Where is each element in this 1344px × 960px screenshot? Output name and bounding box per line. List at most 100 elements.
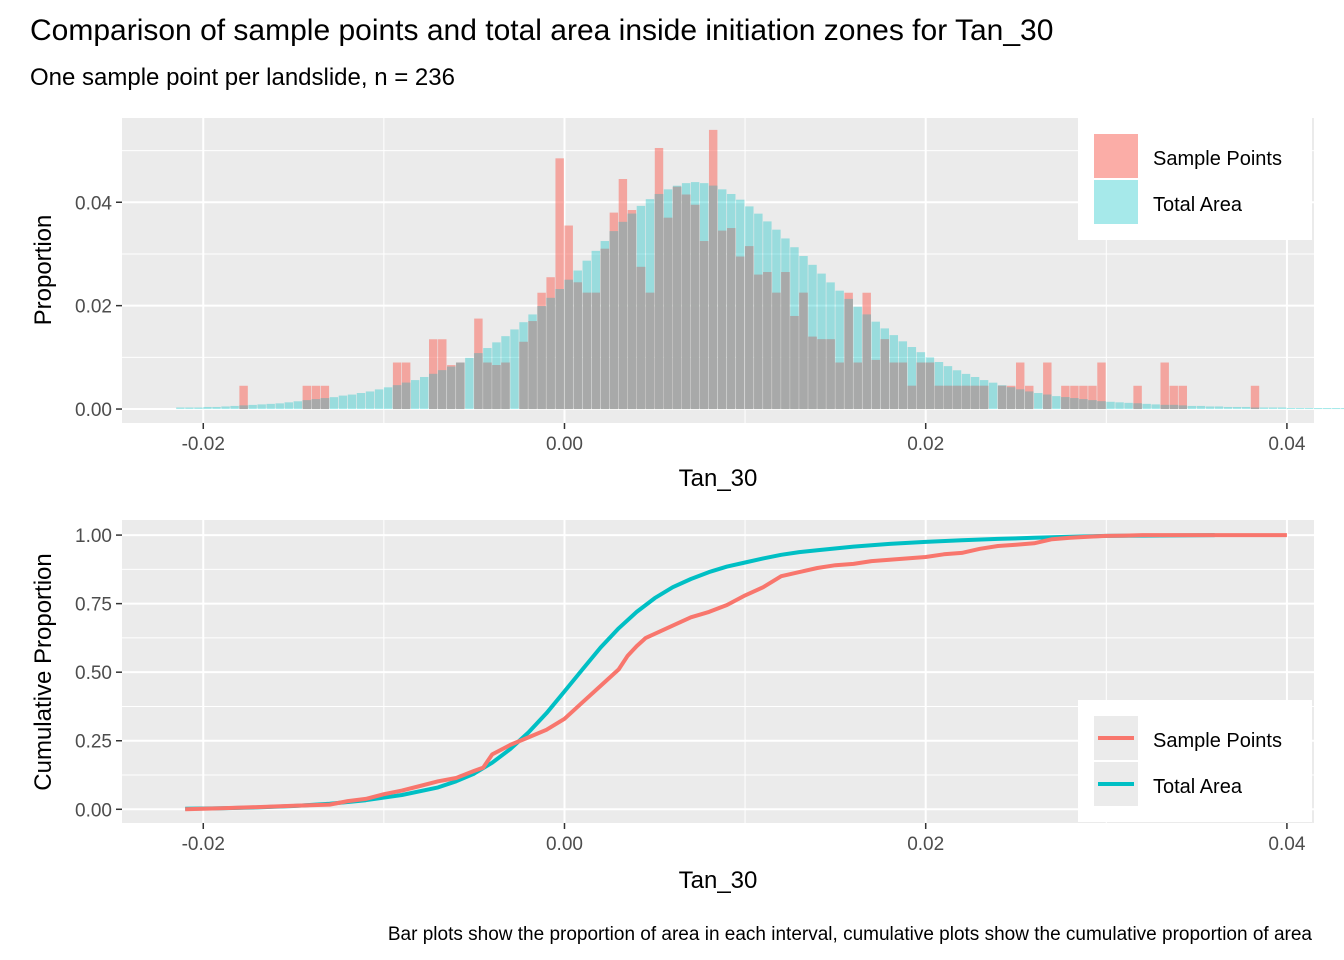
- bar-total-area: [293, 401, 303, 410]
- chart-subtitle: One sample point per landslide, n = 236: [30, 64, 455, 91]
- bar-overlap: [817, 339, 826, 410]
- bar-total-area: [356, 393, 366, 410]
- y-tick-label: 0.50: [75, 663, 112, 684]
- y-tick-label: 0.04: [75, 193, 112, 214]
- histogram-x-axis-title: Tan_30: [679, 465, 758, 492]
- bar-sample-points: [555, 158, 564, 410]
- bar-sample-points: [1070, 385, 1079, 410]
- bar-total-area: [1268, 407, 1278, 410]
- cumulative-y-axis-title: Cumulative Proportion: [30, 553, 57, 790]
- bar-overlap: [438, 370, 447, 410]
- bar-total-area: [1323, 408, 1332, 410]
- bar-overlap: [934, 385, 944, 410]
- bar-total-area: [1214, 406, 1224, 410]
- bar-total-area: [934, 362, 944, 410]
- bar-total-area: [1332, 408, 1341, 410]
- bar-total-area: [284, 402, 293, 410]
- bar-sample-points: [302, 385, 312, 410]
- bar-overlap: [546, 297, 555, 410]
- bar-overlap: [718, 230, 727, 410]
- bar-total-area: [510, 329, 519, 410]
- bar-overlap: [970, 385, 980, 410]
- bar-overlap: [1043, 394, 1052, 410]
- bar-total-area: [1277, 407, 1287, 410]
- bar-sample-points: [1097, 362, 1106, 410]
- bar-sample-points: [1016, 362, 1025, 410]
- bar-overlap: [447, 366, 456, 410]
- y-tick-label: 0.25: [75, 732, 112, 753]
- legend-label-sample-points: Sample Points: [1153, 148, 1282, 170]
- bar-total-area: [465, 357, 474, 410]
- legend-label-total-area: Total Area: [1153, 194, 1243, 216]
- bar-overlap: [997, 385, 1007, 410]
- bar-overlap: [1250, 407, 1260, 410]
- bar-overlap: [600, 248, 610, 410]
- bar-overlap: [636, 266, 646, 410]
- bar-overlap: [754, 274, 763, 410]
- x-tick-label: 0.02: [907, 434, 944, 455]
- histogram-panel: -0.02 0.00 0.02 0.04 0.00 0.02 0.04 Tan_30 Pro…: [30, 118, 1344, 492]
- bar-total-area: [988, 382, 998, 410]
- bar-overlap: [591, 292, 601, 410]
- bar-overlap: [889, 362, 899, 410]
- bar-overlap: [456, 362, 465, 410]
- bar-overlap: [1169, 404, 1178, 410]
- legend-key-sample-points: [1094, 134, 1138, 178]
- cumulative-legend: Sample Points Total Area: [1078, 700, 1312, 822]
- bar-overlap: [392, 385, 402, 410]
- bar-total-area: [257, 404, 266, 410]
- bar-overlap: [429, 373, 438, 410]
- legend-label-sample-points-2: Sample Points: [1153, 730, 1282, 752]
- bar-overlap: [537, 306, 546, 410]
- bar-overlap: [835, 362, 844, 410]
- cumulative-lines: [185, 533, 1287, 812]
- bar-overlap: [1088, 400, 1097, 410]
- bar-overlap: [681, 194, 691, 410]
- y-tick-label: 0.75: [75, 595, 112, 616]
- bar-overlap: [736, 256, 745, 410]
- bar-overlap: [474, 353, 483, 410]
- bar-total-area: [410, 380, 420, 410]
- bar-overlap: [618, 221, 628, 410]
- bar-overlap: [708, 185, 718, 410]
- histogram-y-axis-title: Proportion: [30, 215, 57, 326]
- legend-key-total-area: [1094, 180, 1138, 224]
- chart-title: Comparison of sample points and total ar…: [30, 14, 1053, 47]
- bar-total-area: [1151, 404, 1160, 410]
- bar-overlap: [654, 193, 664, 410]
- bar-sample-points: [1133, 385, 1142, 410]
- bar-overlap: [582, 292, 591, 410]
- bar-sample-points: [239, 385, 248, 410]
- bar-total-area: [1187, 405, 1197, 410]
- histogram-bars: [176, 129, 1344, 410]
- bar-overlap: [961, 385, 971, 410]
- bar-total-area: [1341, 408, 1344, 410]
- bar-total-area: [1286, 408, 1296, 410]
- bar-total-area: [835, 290, 844, 410]
- bar-total-area: [1314, 408, 1323, 410]
- bar-overlap: [880, 339, 889, 410]
- bar-overlap: [871, 359, 880, 410]
- bar-overlap: [781, 272, 790, 410]
- x-tick-label: 0.00: [546, 434, 583, 455]
- bar-sample-points: [320, 385, 330, 410]
- bar-total-area: [1142, 403, 1151, 410]
- bar-overlap: [401, 382, 411, 410]
- x-tick-label: 0.04: [1268, 434, 1305, 455]
- bar-total-area: [347, 394, 357, 410]
- bar-overlap: [302, 400, 312, 410]
- bar-overlap: [1133, 403, 1142, 410]
- line-sample-points: [185, 533, 1287, 812]
- bar-overlap: [627, 213, 637, 410]
- bar-overlap: [1061, 397, 1070, 410]
- bar-overlap: [564, 279, 573, 410]
- bar-total-area: [383, 387, 393, 410]
- histogram-legend: Sample Points Total Area: [1078, 118, 1312, 240]
- bar-total-area: [329, 397, 339, 410]
- bar-overlap: [699, 241, 709, 410]
- legend-label-total-area-2: Total Area: [1153, 776, 1243, 798]
- y-tick-label: 0.00: [75, 800, 112, 821]
- bar-sample-points: [1250, 385, 1260, 410]
- bar-total-area: [266, 403, 275, 410]
